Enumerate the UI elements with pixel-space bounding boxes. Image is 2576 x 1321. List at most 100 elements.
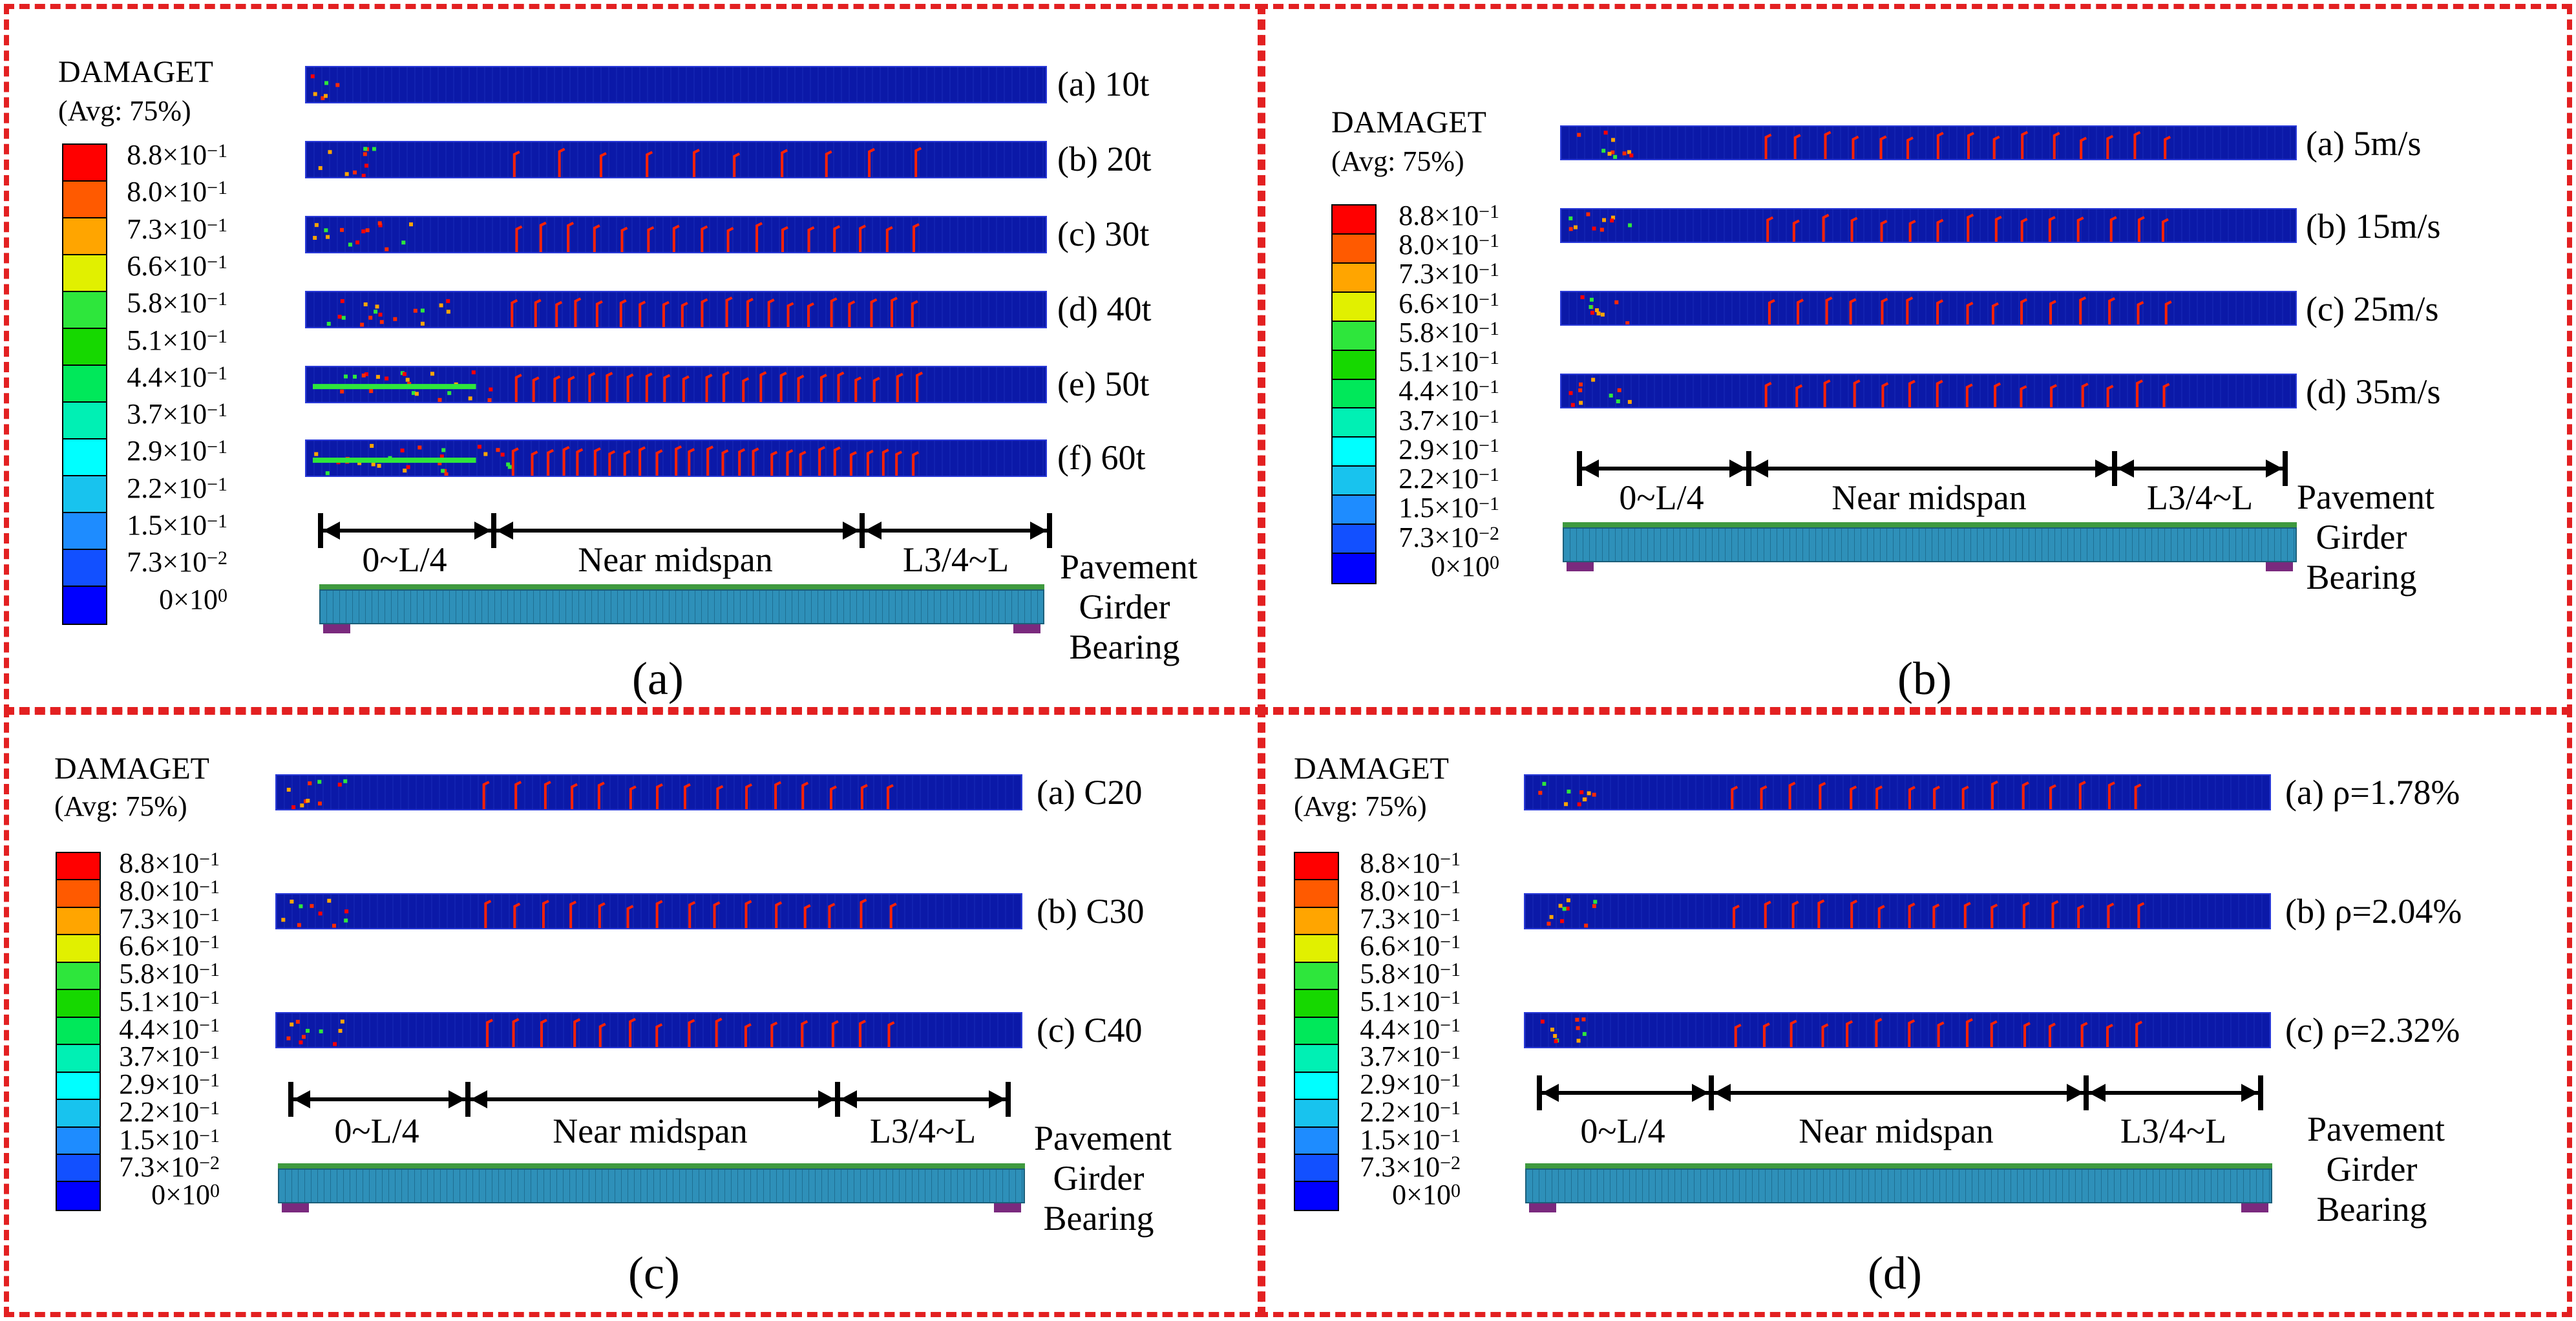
flexural-crack [744,900,752,928]
flexural-crack [629,785,637,809]
legend-tick-label: 7.3×10−2 [72,546,227,578]
flexural-crack [890,297,898,327]
part-label-pavement: Pavement [2297,478,2434,516]
zone-divider-tick [1709,1075,1714,1110]
damage-spot [378,312,383,317]
tick-exponent: −1 [199,849,220,870]
flexural-crack [647,226,655,252]
damage-spot [406,465,410,469]
legend-swatch [63,255,106,292]
flexural-crack [532,376,540,402]
flexural-crack [662,301,670,327]
legend-swatch [63,550,106,587]
flexural-crack [896,372,903,402]
tick-mantissa: 6.6 [1399,287,1435,319]
flexural-crack [1764,381,1772,407]
flexural-crack [746,297,754,327]
flexural-crack [886,784,894,809]
legend-tick-label: 7.3×10−2 [65,1152,220,1181]
flexural-crack [558,147,565,177]
damage-contour-strip [1560,291,2297,326]
flexural-crack [2106,385,2114,407]
zone-divider-tick [2112,451,2117,486]
legend-tick-label: 5.8×10−1 [65,959,220,988]
tick-mantissa: 7.3 [119,902,155,935]
part-label-girder: Girder [1053,1159,1145,1198]
flexural-crack [484,900,492,928]
flexural-crack [1875,1018,1883,1047]
flexural-crack [540,1019,547,1047]
case-label: (c) 25m/s [2306,290,2439,328]
tick-exponent: −1 [199,1042,220,1064]
tick-mantissa: 7.3 [127,546,163,578]
legend-tick-label: 5.8×10−1 [1305,959,1461,988]
tick-exponent: −1 [199,904,220,925]
legend-colorbar [1294,852,1339,1211]
flexural-crack [598,1022,606,1047]
flexural-crack [733,153,741,177]
legend-colorbar [56,852,101,1211]
damage-spot [338,1029,343,1033]
tick-base: ×10 [1395,874,1441,907]
flexural-crack [2137,902,2145,928]
legend-swatch [63,403,106,439]
tick-exponent: −1 [199,1125,220,1147]
tick-exponent: −1 [1440,849,1461,870]
damage-spot [1568,227,1573,231]
damage-spot [1568,216,1573,220]
flexural-crack [819,374,827,402]
flexural-crack [744,1023,752,1047]
flexural-crack [573,1018,581,1047]
flexural-crack [860,898,867,928]
damage-spot [324,81,329,85]
damage-spot [420,308,425,313]
tick-exponent: −1 [1479,201,1499,222]
tick-base: ×10 [162,324,207,356]
legend-swatch [1333,525,1375,555]
crack-pattern [1525,776,2270,809]
damage-spot [340,299,344,303]
flexural-crack [511,299,518,327]
tick-exponent: −1 [199,931,220,953]
damage-contour-strip [305,66,1047,103]
damage-spot [353,374,357,379]
legend-swatch [63,439,106,476]
damage-spot [1592,226,1596,231]
damage-spot [297,923,301,927]
damage-spot [1586,212,1590,217]
flexural-crack [715,1017,723,1047]
damage-spot [1617,388,1621,392]
damage-spot [304,799,308,803]
legend-tick-label: 2.9×10−1 [1305,1070,1461,1099]
flexural-crack [593,447,601,476]
damage-spot [471,370,476,375]
tick-base: ×10 [162,249,207,282]
damage-spot [1573,225,1578,229]
legend-swatch [57,853,100,881]
zone-arrowhead [1751,460,1768,478]
case-label: (b) C30 [1037,892,1145,931]
legend-swatch [1333,467,1375,496]
girder-mesh [1563,527,2297,562]
legend-swatch [57,1017,100,1046]
flexural-crack [866,449,874,476]
legend-tick-label: 3.7×10−1 [1344,406,1499,435]
zone-arrowhead [1542,1084,1559,1102]
tick-exponent: −2 [207,547,227,569]
damage-spot [438,461,442,465]
tick-base: ×10 [1395,1013,1441,1045]
tick-mantissa: 5.8 [127,287,163,319]
zone-dimension-line [1537,1091,2263,1095]
tick-exponent: −1 [1479,464,1499,486]
tick-exponent: −1 [1440,904,1461,925]
flexural-crack [683,783,691,809]
damage-spot [496,448,500,452]
flexural-crack [882,449,889,476]
damage-contour-strip [305,216,1047,253]
bearing-right [2266,562,2293,571]
tick-mantissa: 0 [1392,1179,1407,1211]
flexural-crack [623,450,631,476]
tick-base: ×10 [162,361,207,393]
flexural-crack [2076,217,2084,242]
zone-divider-tick [288,1082,293,1117]
